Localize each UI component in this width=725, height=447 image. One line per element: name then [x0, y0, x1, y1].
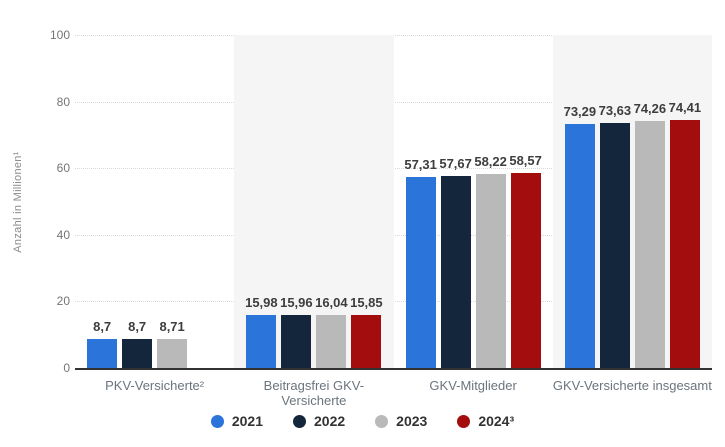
bar-value-label: 74,41: [668, 100, 702, 116]
gridline: [75, 301, 712, 303]
bar-2021-0[interactable]: [87, 339, 118, 368]
bar-2021-1[interactable]: [246, 314, 277, 368]
category-cell: 57,31 57,67 58,22 58,57: [394, 35, 553, 368]
legend-label: 2021: [231, 413, 264, 429]
y-tick-label: 40: [56, 227, 70, 242]
category-label: PKV-Versicherte²: [105, 378, 205, 393]
legend-item-2024[interactable]: 2024³: [457, 413, 514, 429]
bar-2022-3[interactable]: [599, 122, 630, 368]
bar-value-label: 15,85: [350, 295, 383, 311]
legend-label: 2023: [396, 413, 428, 429]
bar-slot: 58,22: [474, 35, 507, 368]
bar-value-label: 74,26: [633, 100, 667, 116]
bar-value-label: 58,22: [474, 154, 507, 170]
bar-value-label: 15,98: [245, 294, 278, 310]
bar-2024-1[interactable]: [351, 315, 382, 368]
bar-2023-2[interactable]: [475, 174, 506, 368]
bar-value-label: 16,04: [315, 294, 348, 310]
category-cell: 73,29 73,63 74,26 74,41: [552, 35, 712, 368]
bar-2023-3[interactable]: [634, 120, 665, 368]
y-tick-label: 100: [49, 28, 70, 42]
gridline: [75, 101, 712, 103]
legend-dot-icon: [210, 414, 224, 428]
legend-label: 2024³: [478, 413, 515, 429]
bar-slot: 57,67: [439, 35, 472, 368]
bar-slot: 16,04: [315, 35, 348, 368]
bar-2023-0[interactable]: [157, 339, 188, 368]
bar-2024-2[interactable]: [510, 172, 541, 368]
bar-slot: 73,63: [598, 35, 632, 368]
plot-area: 8,7 8,7 8,71 15,98 15,96 16,04 15,85 57,31 57,67…: [75, 35, 712, 368]
bar-2021-2[interactable]: [405, 177, 436, 368]
category-label: GKV-Versicherte insgesamt: [552, 378, 712, 393]
bar-slot: 58,57: [509, 35, 542, 368]
legend-item-2022[interactable]: 2022: [293, 413, 345, 429]
bar-slot: 15,98: [245, 35, 278, 368]
bar-2021-3[interactable]: [564, 123, 595, 368]
category-label: GKV-Mitglieder: [429, 378, 517, 393]
y-tick-label: 60: [56, 161, 70, 176]
bar-slot: 8,71: [157, 35, 188, 368]
legend: 2021 2022 2023 2024³: [0, 413, 725, 429]
bar-value-label: 8,7: [93, 319, 112, 335]
legend-dot-icon: [457, 414, 471, 428]
y-tick-label: 0: [63, 361, 70, 375]
bar-slot: [192, 35, 222, 368]
bar-value-label: 57,67: [439, 155, 472, 171]
legend-item-2023[interactable]: 2023: [375, 413, 427, 429]
bar-slot: 15,85: [350, 35, 383, 368]
bar-value-label: 8,7: [128, 319, 147, 335]
bar-2022-0[interactable]: [122, 339, 153, 368]
legend-label: 2022: [314, 413, 346, 429]
bar-value-label: 73,29: [563, 103, 597, 119]
bar-slot: 8,7: [122, 35, 153, 368]
bar-value-label: 8,71: [159, 319, 185, 334]
y-tick-label: 20: [56, 294, 70, 309]
bar-2022-1[interactable]: [281, 314, 312, 368]
y-tick-label: 80: [56, 94, 70, 109]
bar-slot: 74,26: [633, 35, 667, 368]
legend-item-2021[interactable]: 2021: [210, 413, 264, 429]
y-axis-title: Anzahl in Millionen¹: [12, 151, 24, 253]
gridline: [75, 168, 712, 170]
bar-slot: 57,31: [404, 35, 437, 368]
bar-value-label: 15,96: [280, 294, 313, 310]
bar-slot: 74,41: [668, 35, 702, 368]
category-cell: 15,98 15,96 16,04 15,85: [234, 35, 394, 368]
legend-dot-icon: [293, 414, 307, 428]
bar-value-label: 73,63: [598, 102, 632, 118]
category-cell: 8,7 8,7 8,71: [75, 35, 234, 368]
category-label-row: PKV-Versicherte² Beitragsfrei GKV-Versich…: [75, 378, 712, 408]
category-label: Beitragsfrei GKV-Versicherte: [263, 378, 365, 408]
bar-slot: 15,96: [280, 35, 313, 368]
bar-value-label: 57,31: [404, 157, 437, 173]
bar-2023-1[interactable]: [316, 314, 347, 368]
gridline: [75, 35, 712, 36]
legend-dot-icon: [375, 414, 389, 428]
bar-value-label: 58,57: [509, 152, 542, 168]
gridline: [75, 234, 712, 236]
x-axis-line: [75, 368, 712, 370]
bar-slot: 8,7: [87, 35, 118, 368]
bar-slot: 73,29: [563, 35, 597, 368]
bar-2022-2[interactable]: [440, 175, 471, 368]
bar-2024-3[interactable]: [669, 120, 700, 368]
